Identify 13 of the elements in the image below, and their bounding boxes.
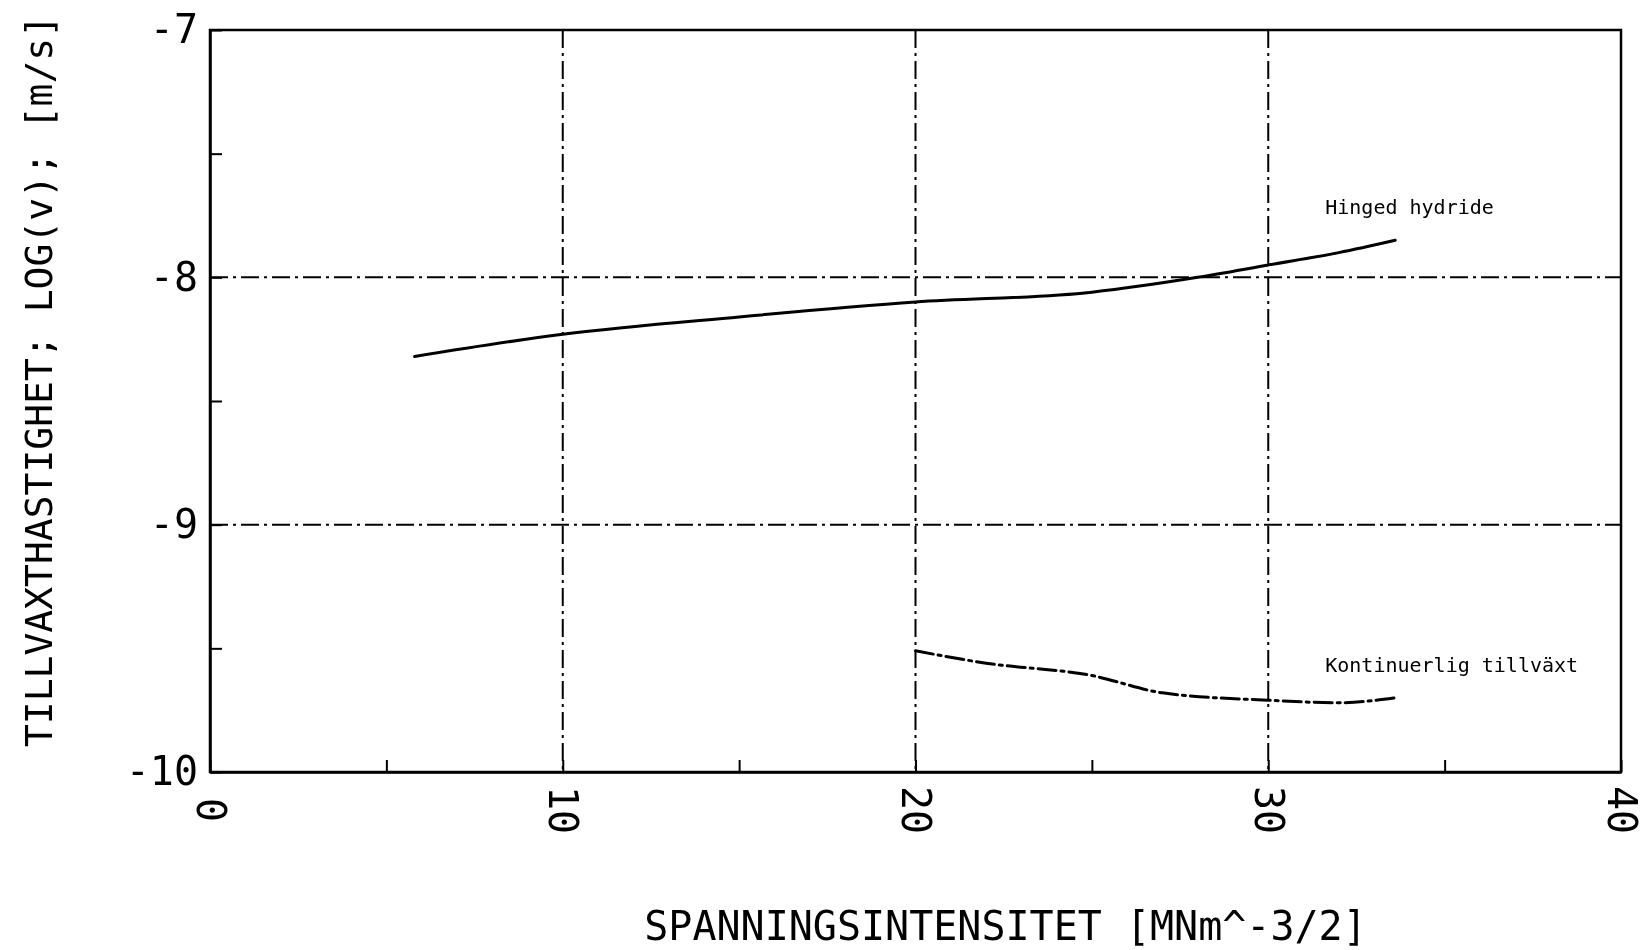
x-axis-title: SPANNINGSINTENSITET [MNm^-3/2] xyxy=(644,903,1367,949)
y-tick-label: -7 xyxy=(149,6,198,53)
x-tick-label: 30 xyxy=(1245,785,1292,835)
y-tick-label: -10 xyxy=(125,748,198,795)
series-label: Kontinuerlig tillväxt xyxy=(1325,652,1579,677)
y-tick-label: -9 xyxy=(149,500,198,547)
series-label: Hinged hydride xyxy=(1325,195,1494,220)
y-tick-label: -8 xyxy=(149,253,198,300)
x-tick-label: 10 xyxy=(540,785,587,835)
y-axis-title: TILLVAXTHASTIGHET; LOG(v); [m/s] xyxy=(17,14,61,748)
x-tick-label: 40 xyxy=(1598,785,1645,835)
x-tick-label: 0 xyxy=(187,797,234,823)
x-tick-label: 20 xyxy=(893,785,939,835)
